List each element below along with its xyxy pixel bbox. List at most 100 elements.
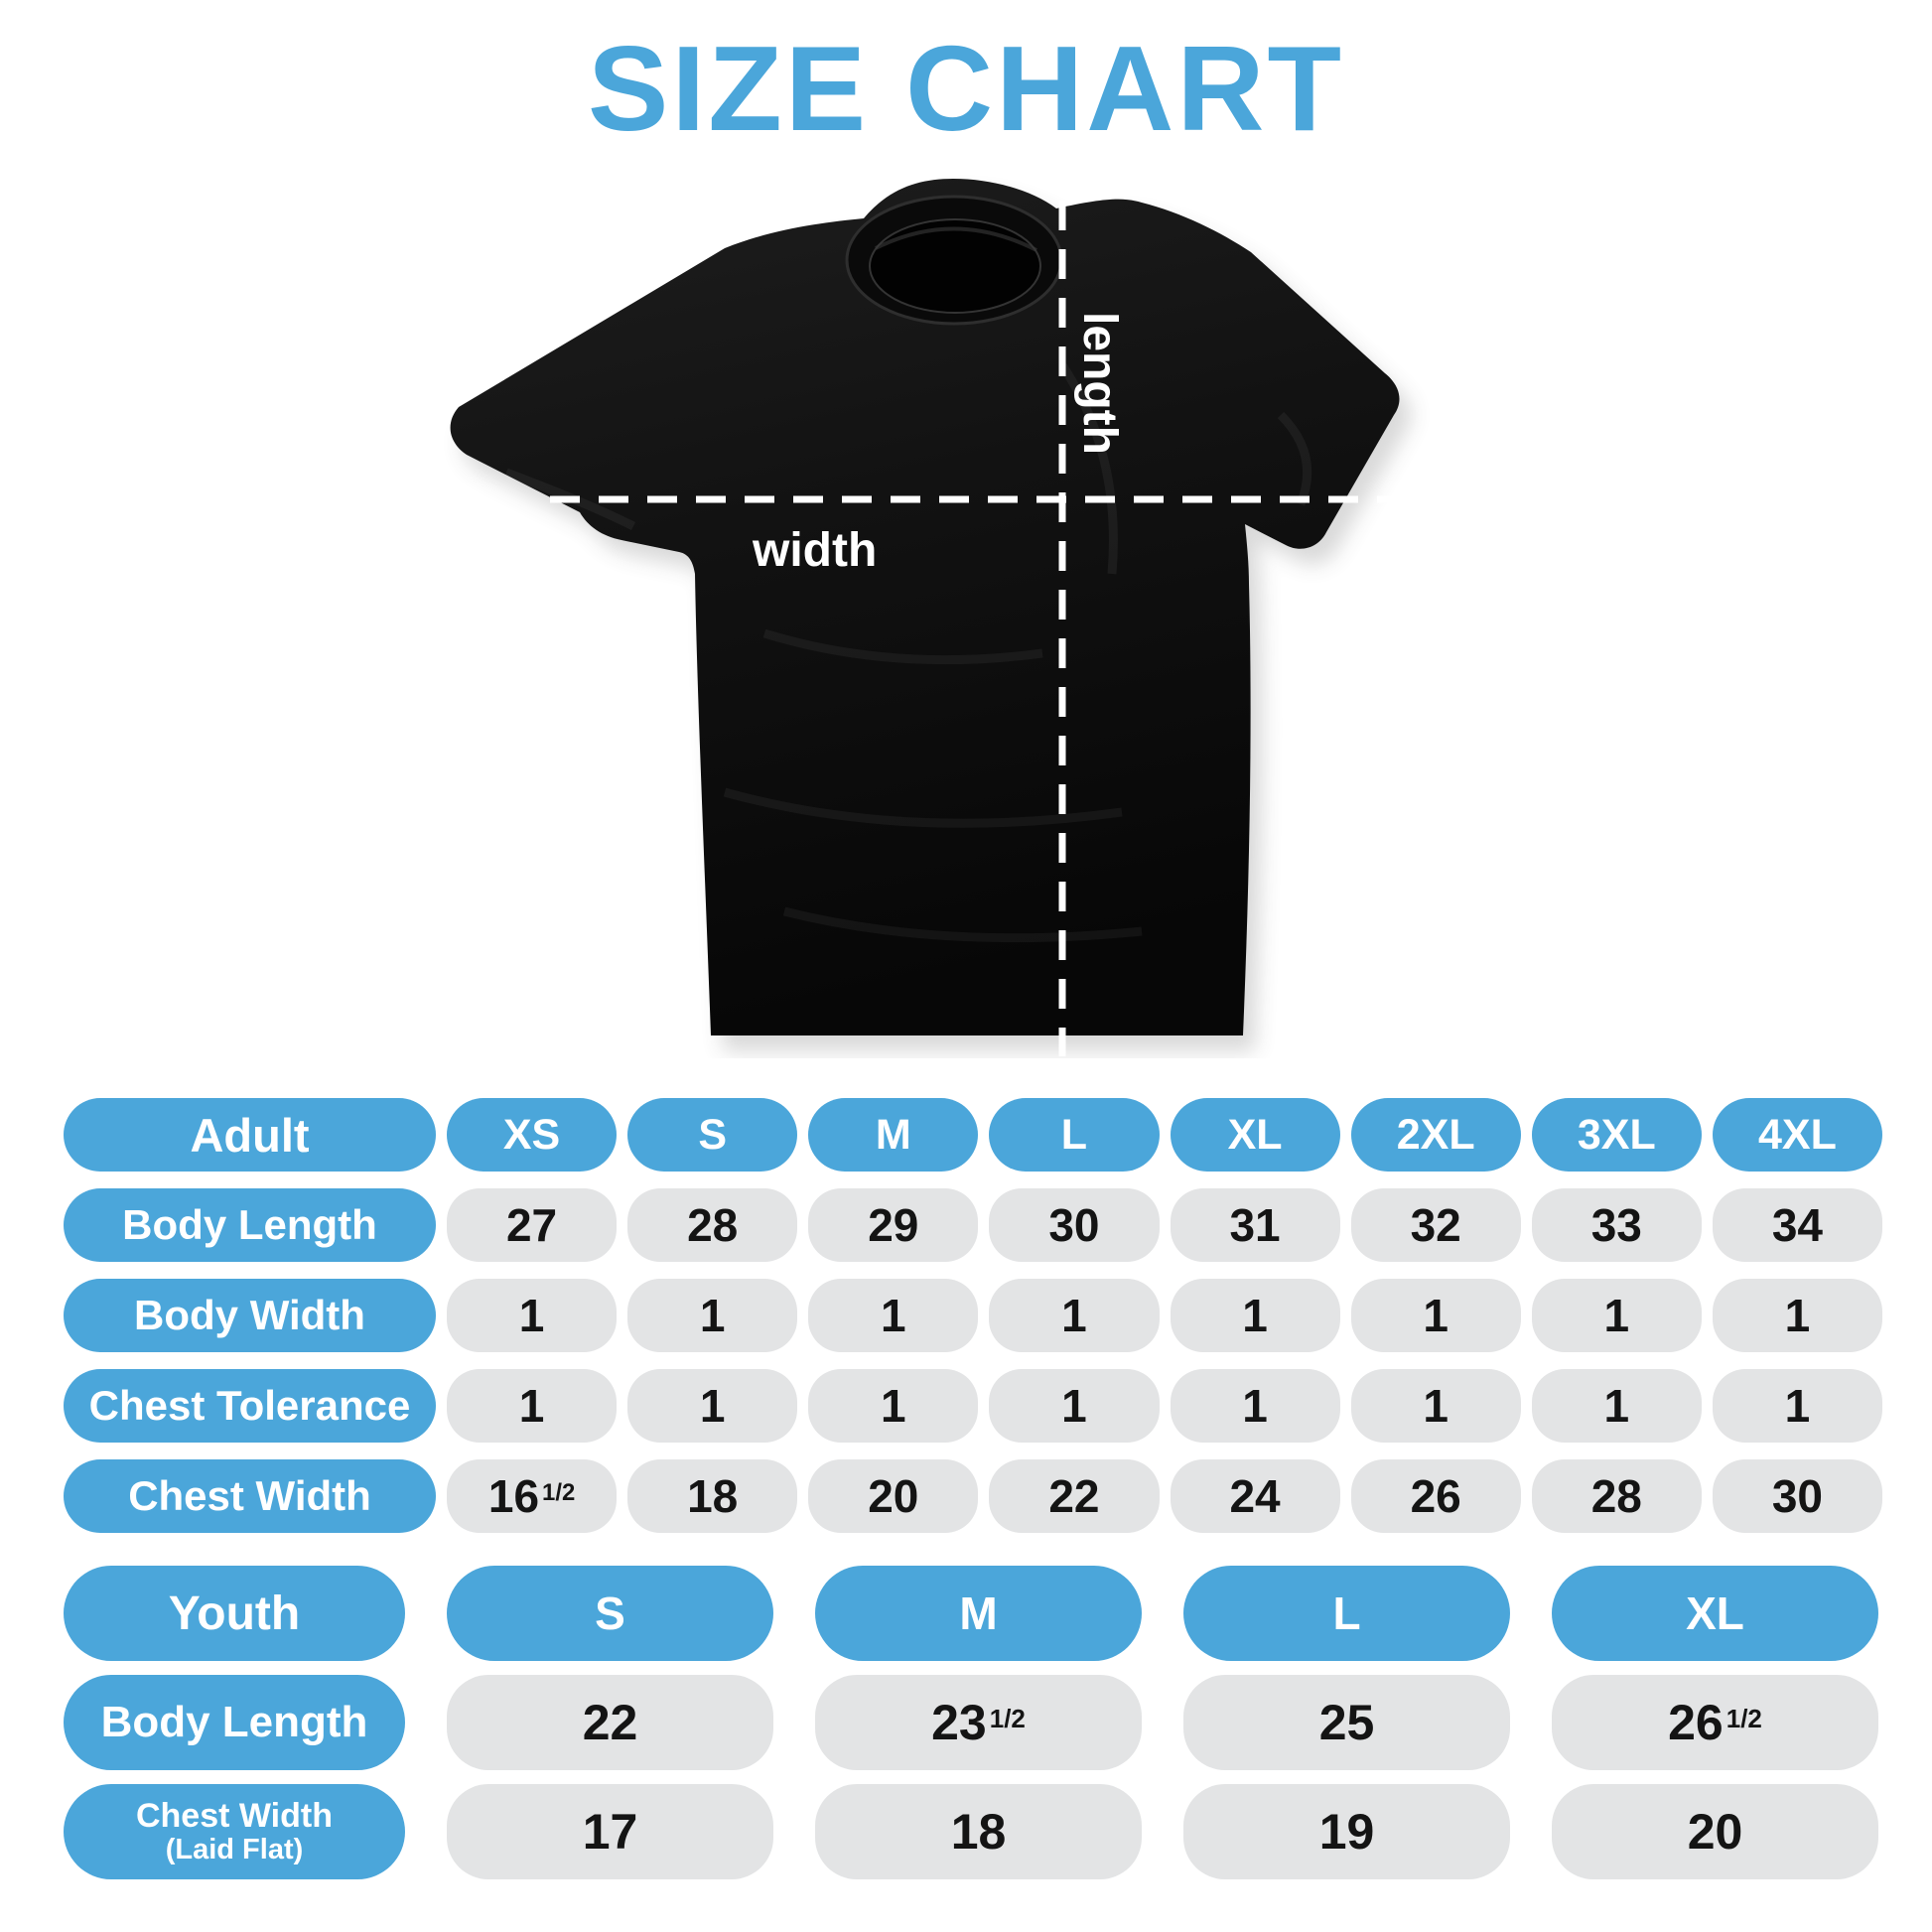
value-whole: 1 [1784, 1380, 1811, 1432]
value-cell: 20 [808, 1459, 979, 1533]
length-measure-label: length [1073, 312, 1126, 455]
value-cell: 29 [808, 1188, 979, 1262]
value-whole: 22 [582, 1695, 638, 1750]
size-label: XL [1227, 1110, 1283, 1159]
size-label: M [875, 1110, 911, 1159]
value-whole: 1 [518, 1290, 545, 1341]
value-cell: 1 [627, 1279, 798, 1352]
size-pill-4xl: 4XL [1712, 1098, 1882, 1172]
size-pill-l: L [989, 1098, 1160, 1172]
size-label: L [1060, 1110, 1088, 1159]
value-cell: 1 [627, 1369, 798, 1443]
value-whole: 1 [1603, 1380, 1630, 1432]
value-whole: 1 [881, 1290, 906, 1341]
row-label-text: Body Length [122, 1201, 377, 1248]
size-label: M [959, 1587, 998, 1639]
value-cell: 23 1/2 [815, 1675, 1142, 1770]
value-whole: 1 [1423, 1380, 1449, 1432]
shirt-body [450, 179, 1400, 1035]
adult-header-pill: Adult [64, 1098, 436, 1172]
value-cell: 1 [1350, 1369, 1521, 1443]
collar-inner [869, 218, 1041, 314]
size-label: S [698, 1110, 728, 1159]
adult-row-label: Chest Width [64, 1459, 436, 1533]
size-label: XS [502, 1110, 561, 1159]
value-whole: 20 [1687, 1804, 1743, 1860]
size-pill-m: M [815, 1566, 1142, 1661]
size-label: S [595, 1587, 625, 1639]
value-whole: 28 [687, 1199, 739, 1251]
value-whole: 1 [1603, 1290, 1630, 1341]
value-whole: 1 [1061, 1380, 1087, 1432]
value-cell: 1 [1531, 1369, 1702, 1443]
youth-size-table: Youth S M L XL Body Length 22 23 1/2 25 26 1/2 Chest… [64, 1566, 1878, 1879]
width-measure-label: width [752, 524, 877, 577]
value-whole: 26 [1410, 1470, 1461, 1522]
value-whole: 32 [1410, 1199, 1461, 1251]
value-cell: 1 [808, 1369, 979, 1443]
size-pill-l: L [1183, 1566, 1510, 1661]
value-cell: 24 [1170, 1459, 1340, 1533]
value-whole: 30 [1771, 1470, 1824, 1522]
value-cell: 33 [1531, 1188, 1702, 1262]
value-cell: 18 [815, 1784, 1142, 1879]
value-cell: 27 [447, 1188, 618, 1262]
value-whole: 1 [1242, 1290, 1268, 1341]
value-whole: 1 [699, 1380, 726, 1432]
value-cell: 20 [1552, 1784, 1878, 1879]
value-cell: 22 [989, 1459, 1160, 1533]
value-whole: 17 [582, 1804, 638, 1860]
youth-header-pill: Youth [64, 1566, 405, 1661]
size-label: L [1332, 1587, 1361, 1639]
value-cell: 28 [627, 1188, 798, 1262]
value-whole: 20 [868, 1470, 919, 1522]
size-label: 2XL [1396, 1110, 1475, 1159]
value-cell: 1 [808, 1279, 979, 1352]
value-whole: 1 [699, 1290, 726, 1341]
row-label-text: Body Width [134, 1292, 365, 1338]
value-whole: 29 [868, 1199, 919, 1251]
value-whole: 1 [1423, 1290, 1449, 1341]
value-cell: 1 [1170, 1279, 1340, 1352]
value-whole: 1 [1784, 1290, 1811, 1341]
value-cell: 1 [447, 1279, 618, 1352]
value-cell: 1 [1531, 1279, 1702, 1352]
value-whole: 1 [1061, 1290, 1087, 1341]
value-cell: 19 [1183, 1784, 1510, 1879]
value-fraction: 1/2 [542, 1478, 576, 1506]
value-cell: 18 [627, 1459, 798, 1533]
row-label-text: Body Length [100, 1698, 368, 1746]
youth-header-label: Youth [168, 1587, 301, 1640]
value-whole: 1 [1242, 1380, 1268, 1432]
value-whole: 16 [487, 1470, 540, 1522]
row-label-text: Chest Tolerance [88, 1382, 411, 1429]
value-whole: 30 [1048, 1199, 1100, 1251]
adult-row-label: Body Length [64, 1188, 436, 1262]
value-whole: 31 [1229, 1199, 1281, 1251]
value-whole: 1 [518, 1380, 545, 1432]
value-whole: 22 [1048, 1470, 1100, 1522]
size-label: 4XL [1758, 1110, 1837, 1159]
value-cell: 1 [1170, 1369, 1340, 1443]
value-cell: 16 1/2 [447, 1459, 618, 1533]
value-cell: 1 [1712, 1279, 1882, 1352]
value-cell: 1 [1350, 1279, 1521, 1352]
value-whole: 28 [1590, 1470, 1642, 1522]
value-cell: 30 [1712, 1459, 1882, 1533]
adult-row-label: Chest Tolerance [64, 1369, 436, 1443]
value-whole: 18 [950, 1804, 1007, 1860]
value-cell: 25 [1183, 1675, 1510, 1770]
value-cell: 32 [1350, 1188, 1521, 1262]
adult-size-table: Adult XS S M L XL 2XL 3XL 4XL Body Length 27 28 29 30… [64, 1098, 1882, 1533]
adult-row-label: Body Width [64, 1279, 436, 1352]
youth-row-label: Body Length [64, 1675, 405, 1770]
page-title: SIZE CHART [588, 21, 1344, 156]
value-whole: 1 [881, 1380, 906, 1432]
value-whole: 18 [687, 1470, 739, 1522]
value-cell: 26 [1350, 1459, 1521, 1533]
tshirt-graphic: length width [450, 179, 1448, 1056]
value-cell: 28 [1531, 1459, 1702, 1533]
value-cell: 34 [1712, 1188, 1882, 1262]
value-cell: 22 [447, 1675, 773, 1770]
size-pill-m: M [808, 1098, 979, 1172]
